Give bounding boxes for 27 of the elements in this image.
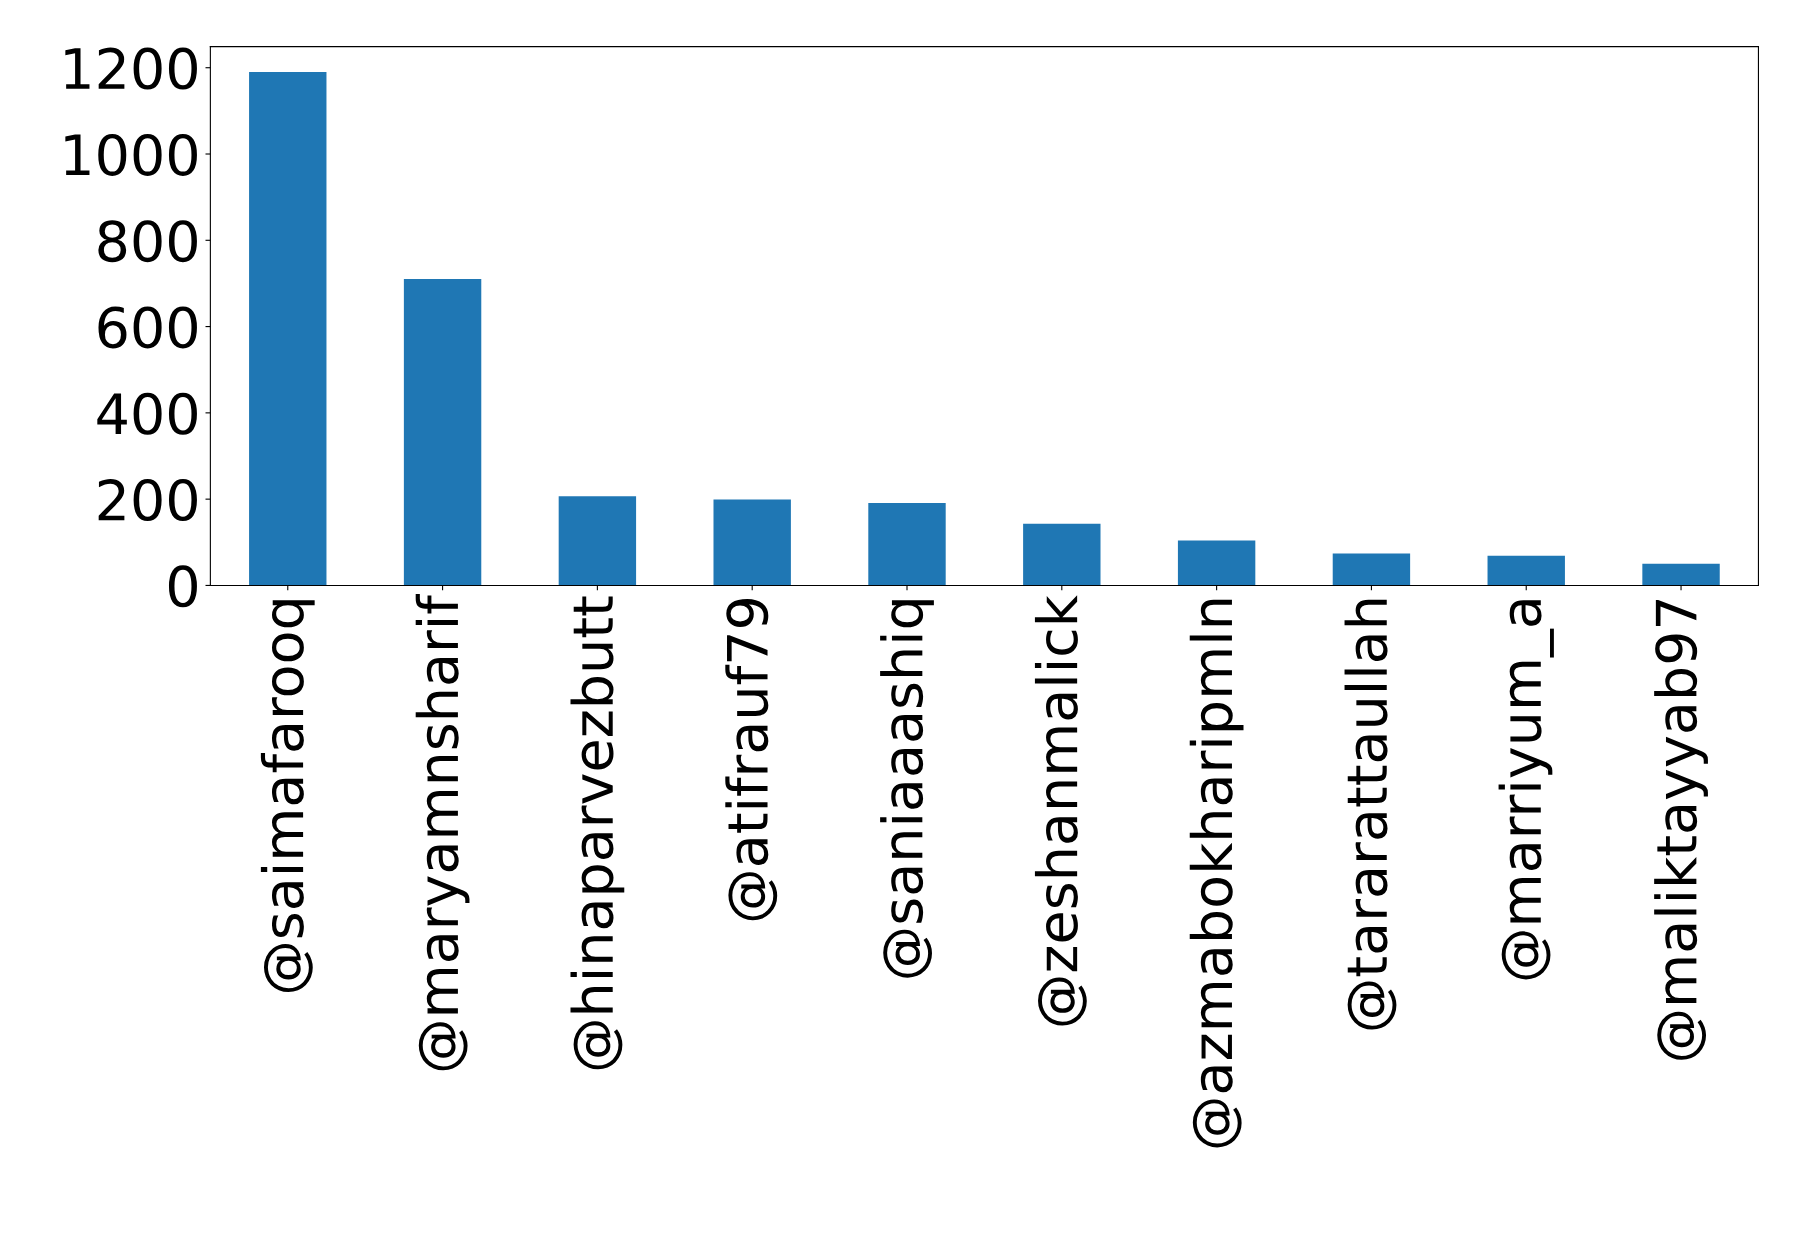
bar xyxy=(403,279,482,586)
y-tick-label: 400 xyxy=(97,392,197,435)
x-tick-label: @tararattaullah xyxy=(1344,599,1397,1030)
bar xyxy=(1332,553,1411,586)
x-tick-label: @azmabokharipmln xyxy=(1189,599,1244,1148)
x-tick-label: @maryamnsharif xyxy=(415,594,470,1071)
y-tick-label: 1000 xyxy=(65,133,197,176)
x-tick-label: @atifrauf79 xyxy=(725,599,778,921)
y-tick-label: 600 xyxy=(98,306,197,349)
y-tick-label: 800 xyxy=(98,220,197,263)
bar xyxy=(713,499,791,586)
bar xyxy=(1487,555,1565,586)
bar xyxy=(868,503,946,586)
x-tick-label: @hinaparvezbutt xyxy=(570,596,625,1070)
y-tick-label: 0 xyxy=(168,565,197,608)
x-tick-label: @saimafarooq xyxy=(260,600,315,993)
bar xyxy=(1023,523,1101,586)
bar xyxy=(1642,563,1720,586)
x-tick-label: @maliktayyab97 xyxy=(1654,599,1708,1060)
bar xyxy=(558,496,637,586)
y-tick-label: 1200 xyxy=(65,47,197,90)
x-tick-label: @marriyum_a xyxy=(1498,600,1554,980)
x-tick-label: @saniaaashiq xyxy=(880,600,934,978)
x-tick-label: @zeshanmalick xyxy=(1034,595,1087,1026)
bar xyxy=(1177,540,1256,586)
y-tick-label: 200 xyxy=(98,479,197,522)
bar xyxy=(249,72,327,586)
